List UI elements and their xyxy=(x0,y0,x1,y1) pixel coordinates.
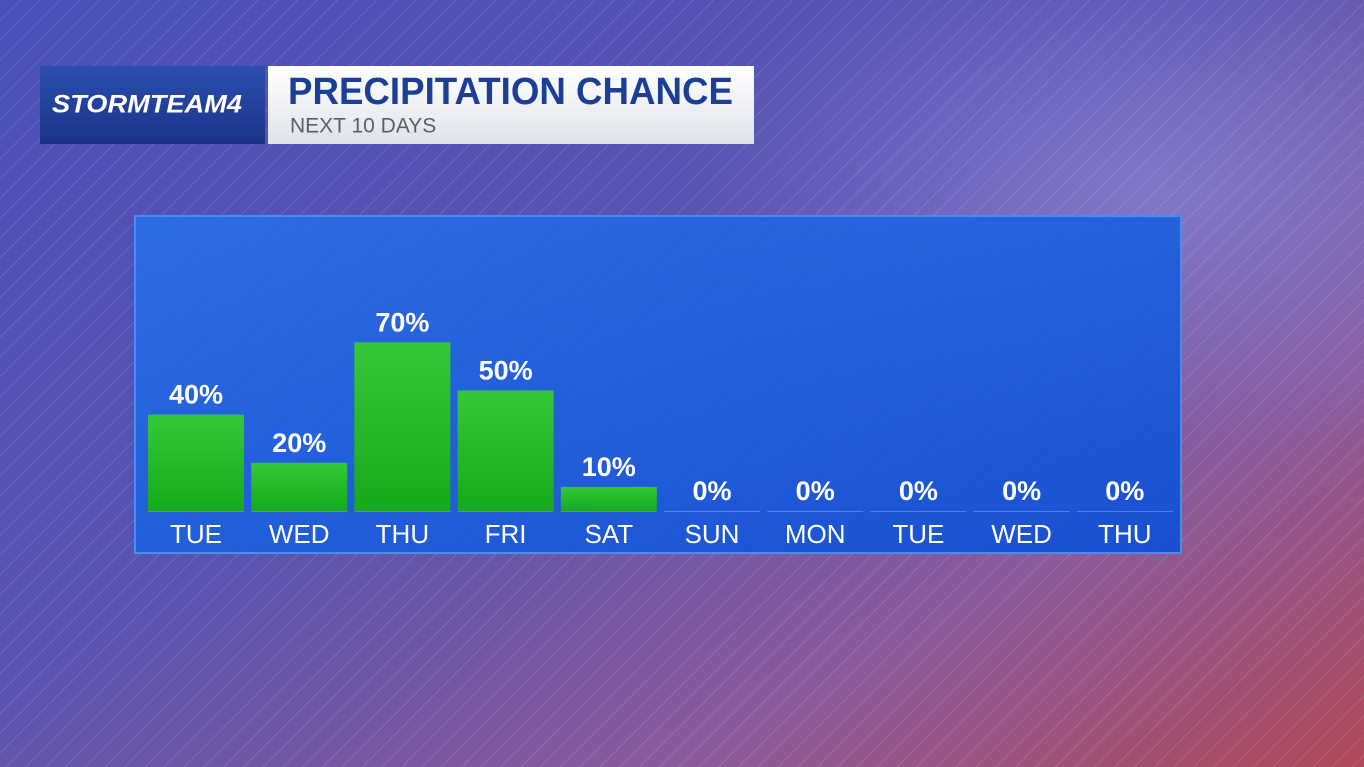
bar-shade xyxy=(251,462,348,511)
x-tick-label: SUN xyxy=(685,519,740,549)
value-label: 0% xyxy=(1002,476,1041,506)
bar-shade xyxy=(148,414,244,511)
value-label: 0% xyxy=(1105,476,1144,506)
x-tick-label: THU xyxy=(376,519,429,549)
value-label: 0% xyxy=(796,476,835,506)
logo-box xyxy=(40,66,265,144)
x-tick-label: TUE xyxy=(170,519,222,549)
x-tick-label: WED xyxy=(269,519,330,549)
title-box xyxy=(268,66,754,144)
chart-title: PRECIPITATION CHANCE xyxy=(288,71,733,113)
x-tick-label: MON xyxy=(785,519,846,549)
x-tick-label: SAT xyxy=(584,519,633,549)
bar-shade xyxy=(354,342,451,511)
value-label: 20% xyxy=(272,428,326,458)
x-tick-label: TUE xyxy=(892,519,944,549)
value-label: 0% xyxy=(899,476,938,506)
plot-area: 40% TUE 20% WED 70% THU 50% FRI 10% SAT 0% SUN 0% MON… xyxy=(148,307,1173,549)
bar-shade xyxy=(457,390,554,511)
value-label: 0% xyxy=(692,476,731,506)
value-label: 40% xyxy=(169,380,223,410)
x-tick-label: FRI xyxy=(485,519,527,549)
value-label: 50% xyxy=(479,356,533,386)
x-tick-label: THU xyxy=(1098,519,1151,549)
value-label: 10% xyxy=(582,452,636,482)
brand: STORMTEAM4 xyxy=(52,91,242,119)
chart-subtitle: NEXT 10 DAYS xyxy=(290,115,436,138)
x-tick-label: WED xyxy=(991,519,1052,549)
bar-shade xyxy=(560,486,657,511)
value-label: 70% xyxy=(375,307,429,337)
